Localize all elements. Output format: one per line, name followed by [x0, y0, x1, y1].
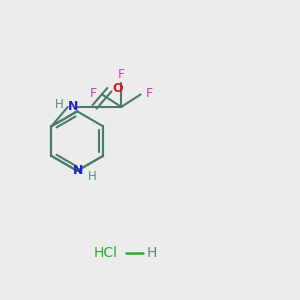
Text: F: F — [89, 87, 97, 100]
Text: N: N — [68, 100, 78, 113]
Text: O: O — [112, 82, 123, 95]
Text: H: H — [55, 98, 63, 111]
Text: H: H — [146, 245, 157, 260]
Text: F: F — [146, 87, 153, 100]
Text: F: F — [118, 68, 125, 81]
Text: N: N — [73, 164, 83, 177]
Text: H: H — [88, 170, 97, 183]
Text: HCl: HCl — [93, 245, 117, 260]
